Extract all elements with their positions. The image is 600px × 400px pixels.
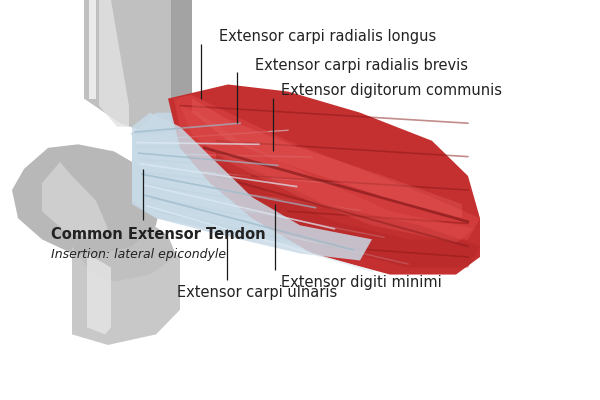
Polygon shape [192, 98, 462, 218]
Polygon shape [180, 106, 474, 243]
Polygon shape [174, 95, 480, 239]
Text: Common Extensor Tendon: Common Extensor Tendon [51, 226, 266, 242]
Polygon shape [12, 144, 162, 254]
Polygon shape [72, 0, 192, 320]
Text: Extensor digitorum communis: Extensor digitorum communis [281, 83, 502, 98]
Polygon shape [42, 162, 108, 239]
Polygon shape [171, 0, 192, 151]
Text: Extensor carpi radialis longus: Extensor carpi radialis longus [219, 30, 436, 44]
Text: Extensor digiti minimi: Extensor digiti minimi [281, 275, 442, 290]
Text: Insertion: lateral epicondyle: Insertion: lateral epicondyle [51, 248, 226, 261]
Text: Extensor carpi radialis brevis: Extensor carpi radialis brevis [255, 58, 468, 73]
Polygon shape [72, 246, 180, 345]
Text: Paper / Report: Paper / Report [198, 364, 402, 388]
Polygon shape [216, 151, 480, 268]
Polygon shape [132, 113, 372, 260]
Text: Extensor carpi ulnaris: Extensor carpi ulnaris [177, 285, 337, 300]
Polygon shape [87, 254, 111, 334]
Polygon shape [89, 0, 96, 98]
Polygon shape [168, 84, 480, 274]
Polygon shape [99, 0, 129, 127]
Polygon shape [132, 113, 432, 274]
